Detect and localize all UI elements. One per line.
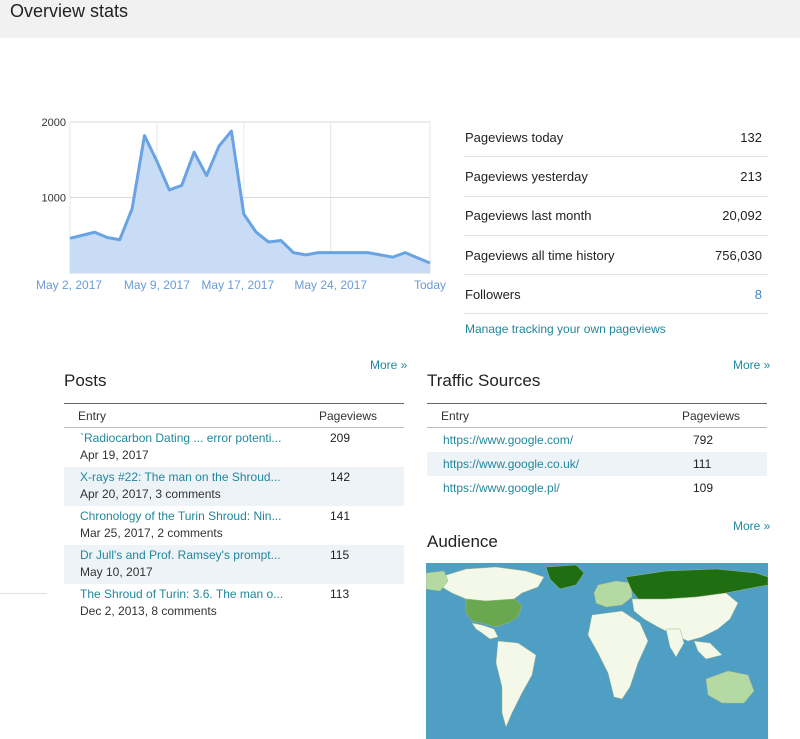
map-mexico [471, 622, 499, 640]
column-entry: Entry [78, 408, 107, 423]
map-europe [593, 580, 633, 608]
table-row: https://www.google.co.uk/ 111 [427, 452, 767, 476]
table-row: The Shroud of Turin: 3.6. The man o... D… [64, 584, 404, 623]
pageviews-chart: 2000 1000 May 2, 2017 May 9, 2017 May 17, 20… [36, 117, 446, 292]
post-title-link[interactable]: `Radiocarbon Dating ... error potenti... [80, 431, 282, 445]
x-tick-label: Today [414, 278, 446, 292]
traffic-table-header: Entry Pageviews [427, 404, 767, 428]
column-entry: Entry [441, 408, 470, 423]
stat-label: Pageviews last month [465, 208, 592, 224]
x-tick-label: May 2, 2017 [36, 278, 102, 292]
post-title-link[interactable]: Chronology of the Turin Shroud: Nin... [80, 509, 282, 523]
post-meta: Mar 25, 2017, 2 comments [80, 526, 223, 540]
map-se-asia [693, 640, 723, 660]
post-title-link[interactable]: X-rays #22: The man on the Shroud... [80, 470, 281, 484]
source-pageviews: 109 [693, 481, 714, 495]
stat-value: 20,092 [722, 208, 762, 224]
post-title-link[interactable]: The Shroud of Turin: 3.6. The man o... [80, 587, 284, 601]
audience-world-map [426, 563, 768, 739]
source-pageviews: 111 [693, 457, 712, 471]
y-tick-label: 1000 [42, 193, 66, 205]
stat-label: Followers [465, 286, 521, 302]
posts-table-header: Entry Pageviews [64, 404, 404, 428]
map-greenland [545, 564, 585, 590]
stat-row-last-month: Pageviews last month 20,092 [464, 197, 768, 236]
x-tick-label: May 17, 2017 [201, 278, 274, 292]
posts-title: Posts [64, 371, 107, 390]
table-row: https://www.google.com/ 792 [427, 428, 767, 452]
stat-value: 132 [740, 129, 762, 145]
post-meta: Dec 2, 2013, 8 comments [80, 604, 217, 618]
posts-table: Entry Pageviews `Radiocarbon Dating ... … [64, 403, 404, 623]
map-asia [631, 592, 739, 642]
post-pageviews: 141 [330, 509, 351, 523]
stat-row-yesterday: Pageviews yesterday 213 [464, 157, 768, 197]
series-area [70, 131, 430, 273]
traffic-table: Entry Pageviews https://www.google.com/ … [427, 403, 767, 500]
map-canada [439, 566, 545, 602]
series-line [69, 129, 431, 265]
y-tick-label: 2000 [42, 117, 66, 129]
stats-table: Pageviews today 132 Pageviews yesterday … [464, 118, 768, 315]
page-header: Overview stats [0, 0, 800, 38]
post-meta: Apr 20, 2017, 3 comments [80, 487, 221, 501]
source-link[interactable]: https://www.google.pl/ [443, 481, 560, 495]
stat-row-all-time: Pageviews all time history 756,030 [464, 236, 768, 276]
stat-row-today: Pageviews today 132 [464, 118, 768, 158]
x-tick-label: May 24, 2017 [294, 278, 367, 292]
map-australia [705, 670, 755, 704]
page-title: Overview stats [10, 1, 129, 21]
table-row: `Radiocarbon Dating ... error potenti...… [64, 428, 404, 467]
post-meta: Apr 19, 2017 [80, 448, 149, 462]
audience-more-link[interactable]: More » [733, 519, 771, 533]
source-link[interactable]: https://www.google.co.uk/ [443, 457, 580, 471]
source-pageviews: 792 [693, 433, 714, 447]
stat-value: 756,030 [715, 247, 762, 263]
traffic-more-link[interactable]: More » [733, 358, 771, 372]
traffic-sources-title: Traffic Sources [427, 371, 541, 390]
post-pageviews: 113 [330, 587, 350, 601]
stat-label: Pageviews today [465, 129, 564, 145]
map-usa [465, 598, 523, 628]
post-pageviews: 142 [330, 470, 351, 484]
stat-row-followers: Followers 8 [464, 275, 768, 315]
followers-link[interactable]: 8 [754, 286, 762, 302]
post-meta: May 10, 2017 [80, 565, 153, 579]
map-south-america [495, 640, 537, 728]
posts-more-link[interactable]: More » [370, 358, 408, 372]
map-africa [587, 610, 649, 700]
post-pageviews: 209 [330, 431, 351, 445]
table-row: X-rays #22: The man on the Shroud... Apr… [64, 467, 404, 506]
audience-title: Audience [427, 532, 498, 551]
map-alaska [426, 570, 449, 592]
column-pageviews: Pageviews [682, 408, 741, 423]
table-row: Dr Jull's and Prof. Ramsey's prompt... M… [64, 545, 404, 584]
map-india [665, 628, 685, 658]
stat-label: Pageviews all time history [465, 247, 615, 263]
post-title-link[interactable]: Dr Jull's and Prof. Ramsey's prompt... [80, 548, 281, 562]
stat-label: Pageviews yesterday [465, 168, 588, 184]
manage-tracking-link[interactable]: Manage tracking your own pageviews [465, 322, 666, 336]
table-row: https://www.google.pl/ 109 [427, 476, 767, 500]
divider [0, 593, 47, 594]
stat-value: 213 [740, 168, 762, 184]
post-pageviews: 115 [330, 548, 350, 562]
table-row: Chronology of the Turin Shroud: Nin... M… [64, 506, 404, 545]
x-tick-label: May 9, 2017 [124, 278, 190, 292]
source-link[interactable]: https://www.google.com/ [443, 433, 574, 447]
column-pageviews: Pageviews [319, 408, 378, 423]
